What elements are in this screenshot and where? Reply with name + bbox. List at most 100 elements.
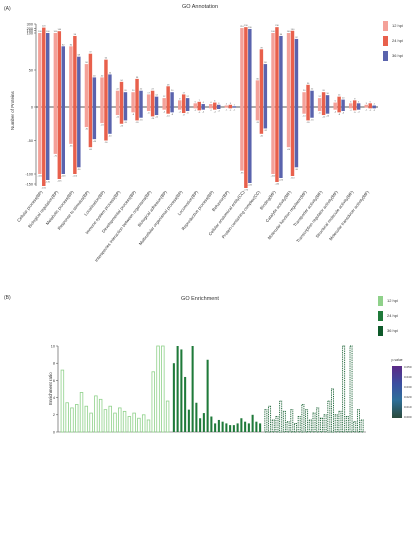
data-label: 38 — [136, 77, 139, 79]
bar-up — [131, 92, 135, 107]
bar — [206, 359, 209, 432]
data-label: 6 — [214, 101, 216, 103]
legend-item: 12 hpi — [378, 293, 398, 308]
bar-up — [317, 98, 322, 107]
data-label: 44 — [109, 72, 112, 74]
bar-up — [77, 56, 81, 107]
bar-up — [146, 94, 151, 107]
y-tick-label: 0 — [31, 105, 33, 109]
bar — [146, 419, 151, 433]
bar-down — [364, 107, 368, 108]
data-label: 96 — [280, 34, 283, 36]
data-label: 5 — [195, 101, 197, 103]
data-label: 17 — [182, 92, 185, 94]
bar — [247, 423, 250, 432]
bar-up — [108, 74, 112, 107]
bar — [308, 419, 312, 433]
data-label: -1 — [225, 109, 228, 111]
bar-up — [302, 92, 306, 107]
data-label: -9 — [183, 115, 186, 117]
data-label: 14 — [338, 95, 341, 97]
bar-up — [135, 78, 139, 107]
bar-up — [286, 33, 291, 107]
data-label: 22 — [311, 89, 314, 91]
data-label: 58 — [85, 62, 88, 64]
data-label: -12 — [116, 117, 120, 119]
legend-item: 36 hpi — [378, 323, 398, 338]
bar-up — [213, 102, 217, 107]
data-label: -95 — [240, 172, 244, 174]
y-tick-label: 50 — [29, 68, 33, 72]
data-label: -16 — [139, 119, 143, 121]
bar-up — [279, 35, 283, 107]
y-tick-label: -100 — [25, 172, 33, 176]
bar — [195, 402, 198, 432]
data-label: -20 — [124, 122, 128, 124]
bar — [127, 416, 132, 433]
data-label: 20 — [303, 90, 306, 92]
bar-down — [201, 107, 205, 110]
bar-down — [209, 107, 213, 109]
chart-b-legend: 12 hpi 24 hpi 36 hpi — [378, 293, 398, 338]
bar-up — [294, 38, 299, 107]
colorbar-tick-label: 0.040 — [404, 375, 412, 379]
data-label: -145 — [248, 185, 253, 187]
colorbar-tick-label: 0.010 — [404, 405, 412, 409]
data-label: -4 — [163, 111, 166, 113]
y-tick-label: 300 — [27, 22, 33, 26]
data-label: -90 — [295, 169, 299, 171]
data-label: 3 — [218, 103, 220, 105]
bar-down — [337, 107, 341, 113]
data-label: 30 — [307, 83, 310, 85]
data-label: -40 — [108, 135, 112, 137]
legend-item: 24 hpi — [383, 33, 403, 48]
bar-up — [271, 33, 275, 107]
bar-up — [150, 90, 155, 107]
bar-up — [166, 86, 170, 107]
data-label: -100 — [271, 176, 276, 178]
bar-down — [286, 107, 291, 148]
data-label: -130 — [46, 182, 51, 184]
bar — [156, 345, 160, 433]
bar-up — [325, 95, 330, 107]
data-label: 230 — [244, 25, 248, 27]
bar-down — [306, 107, 310, 121]
bar-up — [259, 49, 264, 107]
panel-a-label: (A) — [4, 6, 11, 12]
y-tick-label: 0 — [53, 430, 55, 434]
data-label: -12 — [155, 117, 159, 119]
data-label: -5 — [354, 112, 357, 114]
bar-up — [61, 46, 65, 107]
bar-up — [57, 31, 62, 108]
bar-up — [255, 80, 260, 107]
bar — [316, 407, 320, 433]
bar-down — [232, 107, 236, 108]
bar-down — [42, 107, 46, 186]
bar-down — [61, 107, 65, 174]
bar-up — [178, 100, 182, 107]
bar-down — [84, 107, 89, 128]
bar-up — [248, 28, 252, 108]
bar — [279, 400, 283, 433]
data-label: 220 — [42, 26, 46, 28]
bar — [161, 345, 165, 433]
bar-down — [108, 107, 112, 134]
data-label: -4 — [334, 111, 337, 113]
data-label: 2 — [374, 104, 376, 106]
data-label: -8 — [338, 114, 341, 116]
bar — [214, 423, 217, 432]
bar — [323, 414, 327, 433]
panel-b-label: (B) — [4, 295, 11, 301]
bar-up — [170, 92, 174, 107]
data-label: 190 — [248, 27, 252, 29]
bar — [264, 409, 268, 433]
data-label: -5 — [198, 112, 201, 114]
bar — [271, 419, 275, 433]
data-label: 100 — [38, 31, 42, 33]
bar-down — [92, 107, 97, 140]
data-label: 5 — [358, 101, 360, 103]
bar-down — [333, 107, 337, 110]
bar-down — [341, 107, 345, 112]
bar-up — [201, 104, 205, 107]
